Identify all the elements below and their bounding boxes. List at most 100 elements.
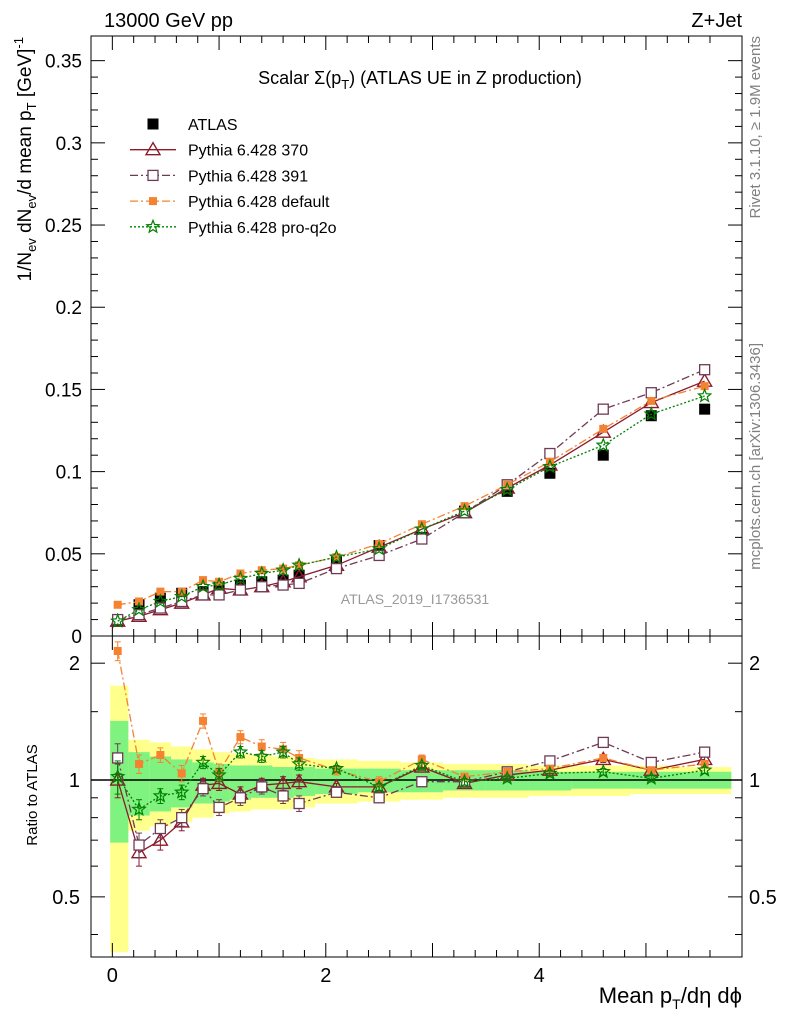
main-point-proq2o [414,521,430,536]
main-point-pdefault [295,561,304,570]
main-y-tick-label: 0.3 [56,134,82,155]
main-y-tick-label: 0.05 [45,545,82,566]
main-y-tick-label: 0.2 [56,298,82,319]
ratio-band-inner [128,752,150,816]
main-point-proq2o [696,387,713,403]
ratio-band-inner [528,771,572,791]
plot-title: Scalar Σ(pT) (ATLAS UE in Z production) [258,68,582,92]
ratio-series-proq2o [109,743,713,821]
legend-label-data: ATLAS [188,117,238,134]
ratio-point-pdefault [156,751,165,760]
ratio-point-pdefault [599,753,608,762]
ratio-y-tick-label-right: 0.5 [749,887,777,909]
ratio-point-pdefault [177,769,186,778]
main-point-proq2o [232,570,249,586]
ratio-plot-panel: 0.5 0.5 1 1 2 2 0 2 4 [52,635,777,987]
ratio-point-p391 [544,755,556,767]
ratio-point-proq2o [499,770,515,785]
ratio-point-p391 [698,746,711,758]
ratio-point-p391 [234,792,247,804]
ratio-frame [90,635,743,958]
main-point-data [293,569,305,581]
legend-marker-data [147,118,159,130]
main-point-pdefault [647,396,656,405]
ratio-point-p391 [197,783,209,795]
ratio-point-proq2o [291,755,307,771]
main-point-proq2o [643,405,660,421]
ratio-y-tick-label-right: 1 [749,770,760,792]
ratio-point-pdefault [236,733,245,742]
main-y-tick-label: 0.25 [45,216,82,237]
legend: ATLAS Pythia 6.428 370 Pythia 6.428 391 Pyt… [130,117,337,237]
x-axis-label: Mean pT/dη dϕ [599,983,742,1012]
ratio-point-proq2o [371,778,387,794]
ratio-point-p370 [210,775,228,790]
main-point-proq2o [211,576,227,592]
ratio-point-p391 [133,839,145,851]
ratio-point-p370 [370,778,388,793]
main-point-p391 [213,589,225,601]
ratio-point-proq2o [275,743,291,759]
ratio-point-proq2o [595,763,611,779]
ratio-point-p391 [330,786,343,798]
main-point-data [501,485,513,497]
ratio-point-proq2o [211,766,227,782]
main-point-proq2o [291,557,307,572]
main-point-p391 [544,447,556,460]
ratio-band-inner [149,756,172,812]
y-axis-label-main: 1/Nev dNev/d mean pT [GeV]-1 [11,37,39,282]
main-point-pdefault [257,566,266,575]
ratio-point-proq2o [696,762,713,777]
ratio-point-proq2o [232,743,249,759]
main-point-p391 [645,387,657,399]
x-tick-label: 2 [320,965,331,987]
main-point-pdefault [156,587,165,596]
ratio-y-tick-label: 0.5 [52,887,80,909]
ratio-band-inner [171,759,193,808]
header-right: Z+Jet [691,10,742,32]
ratio-point-proq2o [328,760,345,776]
ratio-point-pdefault [113,646,122,655]
main-point-proq2o [456,502,473,518]
main-point-data [645,410,657,422]
main-point-data [544,467,556,479]
legend-label-p391: Pythia 6.428 391 [188,168,308,185]
main-line-proq2o [117,395,705,622]
legend-label-p370: Pythia 6.428 370 [188,143,308,160]
main-point-proq2o [275,561,291,577]
ratio-point-pdefault [135,759,144,768]
ratio-point-proq2o [542,765,558,781]
ratio-y-tick-label: 2 [69,653,80,675]
main-y-tick-label: 0.35 [45,52,82,73]
main-point-proq2o [328,548,345,564]
main-point-proq2o [131,601,147,617]
ratio-point-proq2o [456,773,473,789]
main-point-proq2o [195,578,211,594]
main-point-proq2o [254,565,270,581]
legend-marker-p370 [144,141,162,156]
main-point-pdefault [279,564,288,573]
ratio-point-p391 [277,790,289,802]
main-point-proq2o [152,593,169,609]
ratio-point-p391 [293,797,305,810]
legend-marker-p391 [147,169,159,182]
main-point-proq2o [109,613,126,628]
ratio-point-p370 [290,773,308,788]
ratio-point-pdefault [257,742,266,751]
main-point-proq2o [595,437,611,452]
main-plot-panel: 0 0.05 0.1 0.15 0.2 0.25 0.3 0.35 [45,35,743,648]
watermark: ATLAS_2019_I1736531 [341,591,490,607]
ratio-point-p391 [597,736,609,749]
side-label-mcplots: mcplots.cern.ch [arXiv:1306.3436] [747,343,764,570]
main-point-pdefault [113,600,122,609]
main-point-p391 [330,562,343,575]
ratio-point-proq2o [254,748,270,764]
ratio-point-p391 [176,811,188,824]
ratio-point-p391 [645,756,657,769]
x-tick-label: 0 [107,965,118,987]
main-point-data [154,592,166,604]
ratio-point-pdefault [647,766,656,775]
main-y-tick-label: 0.1 [56,463,82,484]
